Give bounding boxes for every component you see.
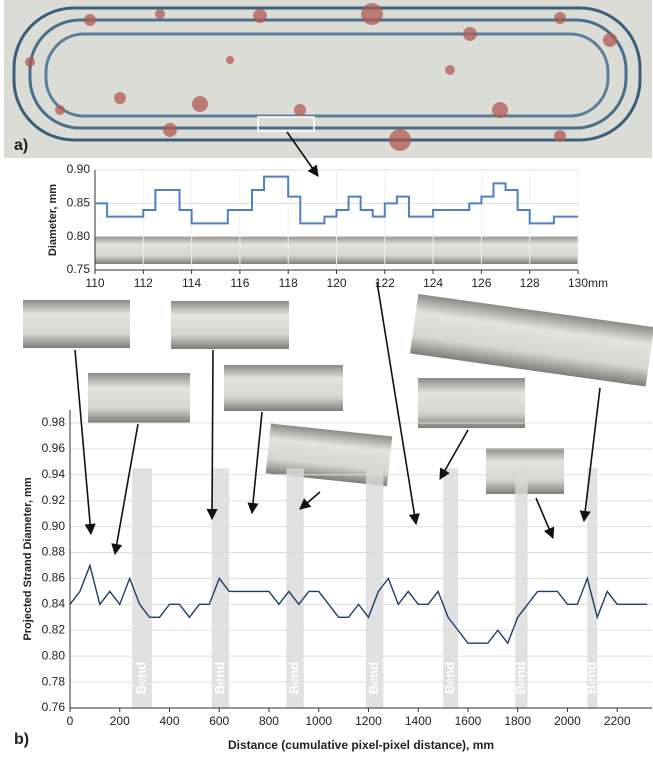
y-tick-label: 0.88 bbox=[42, 545, 66, 559]
x-tick-label: 118 bbox=[279, 276, 298, 290]
bend-label: Bend bbox=[212, 662, 227, 695]
strand-photos bbox=[23, 236, 653, 494]
x-tick-label: 1400 bbox=[405, 714, 432, 728]
y-tick-label: 0.76 bbox=[42, 700, 66, 714]
panel-label: b) bbox=[14, 731, 29, 748]
arrows bbox=[74, 131, 601, 556]
y-tick-label: 0.94 bbox=[42, 467, 66, 481]
photo-a: a) bbox=[4, 0, 652, 158]
bend-region bbox=[515, 468, 528, 708]
bend-label: Bend bbox=[513, 662, 528, 695]
x-tick-label: 130 bbox=[568, 276, 588, 290]
data-line bbox=[95, 175, 578, 225]
bend-region bbox=[365, 468, 384, 708]
x-tick-label: 116 bbox=[230, 276, 249, 290]
bend-region bbox=[132, 468, 153, 708]
y-tick-label: 0.82 bbox=[42, 622, 66, 636]
x-unit: mm bbox=[588, 276, 608, 290]
y-tick-label: 0.90 bbox=[67, 162, 91, 176]
x-tick-label: 0 bbox=[67, 714, 74, 728]
y-tick-label: 0.86 bbox=[42, 571, 66, 585]
bend-label: Bend bbox=[442, 662, 457, 695]
y-tick-label: 0.96 bbox=[42, 441, 66, 455]
y-tick-label: 0.84 bbox=[42, 597, 66, 611]
x-tick-label: 1200 bbox=[355, 714, 382, 728]
x-tick-label: 120 bbox=[326, 276, 346, 290]
x-axis-label: Distance (cumulative pixel-pixel distanc… bbox=[228, 738, 494, 752]
y-tick-label: 0.92 bbox=[42, 493, 66, 507]
x-tick-label: 600 bbox=[209, 714, 229, 728]
x-tick-label: 1800 bbox=[504, 714, 531, 728]
bend-label: Bend bbox=[134, 662, 149, 695]
x-tick-label: 1600 bbox=[455, 714, 482, 728]
x-tick-label: 2200 bbox=[604, 714, 631, 728]
y-tick-label: 0.75 bbox=[67, 262, 91, 276]
x-tick-label: 200 bbox=[110, 714, 130, 728]
x-tick-label: 128 bbox=[520, 276, 540, 290]
x-tick-label: 114 bbox=[182, 276, 201, 290]
x-tick-label: 124 bbox=[423, 276, 443, 290]
bend-region bbox=[286, 468, 304, 708]
x-tick-label: 110 bbox=[85, 276, 104, 290]
x-tick-label: 400 bbox=[159, 714, 179, 728]
panel-label: a) bbox=[14, 137, 28, 154]
bend-label: Bend bbox=[584, 662, 599, 695]
y-tick-label: 0.80 bbox=[67, 229, 91, 243]
bend-region bbox=[211, 468, 230, 708]
data-line bbox=[69, 563, 648, 645]
y-tick-label: 0.98 bbox=[42, 415, 66, 429]
x-tick-label: 112 bbox=[134, 276, 153, 290]
y-tick-label: 0.85 bbox=[67, 196, 91, 210]
y-tick-label: 0.80 bbox=[42, 648, 66, 662]
plots: 0.75 0.80 0.85 0.90 110 112 114 116 118 120 122 124… bbox=[22, 162, 652, 752]
bend-label: Bend bbox=[287, 662, 302, 695]
bend-region bbox=[443, 468, 458, 708]
y-tick-label: 0.78 bbox=[42, 674, 66, 688]
bend-region bbox=[587, 468, 598, 708]
y-tick-label: 0.90 bbox=[42, 519, 66, 533]
x-tick-label: 800 bbox=[259, 714, 279, 728]
bend-label: Bend bbox=[366, 662, 381, 695]
x-tick-label: 126 bbox=[471, 276, 491, 290]
y-axis-label: Projected Strand Diameter, mm bbox=[22, 477, 34, 640]
x-tick-label: 1000 bbox=[305, 714, 332, 728]
x-tick-label: 2000 bbox=[554, 714, 581, 728]
y-axis-label: Diameter, mm bbox=[47, 184, 59, 256]
x-tick-label: 122 bbox=[375, 276, 395, 290]
